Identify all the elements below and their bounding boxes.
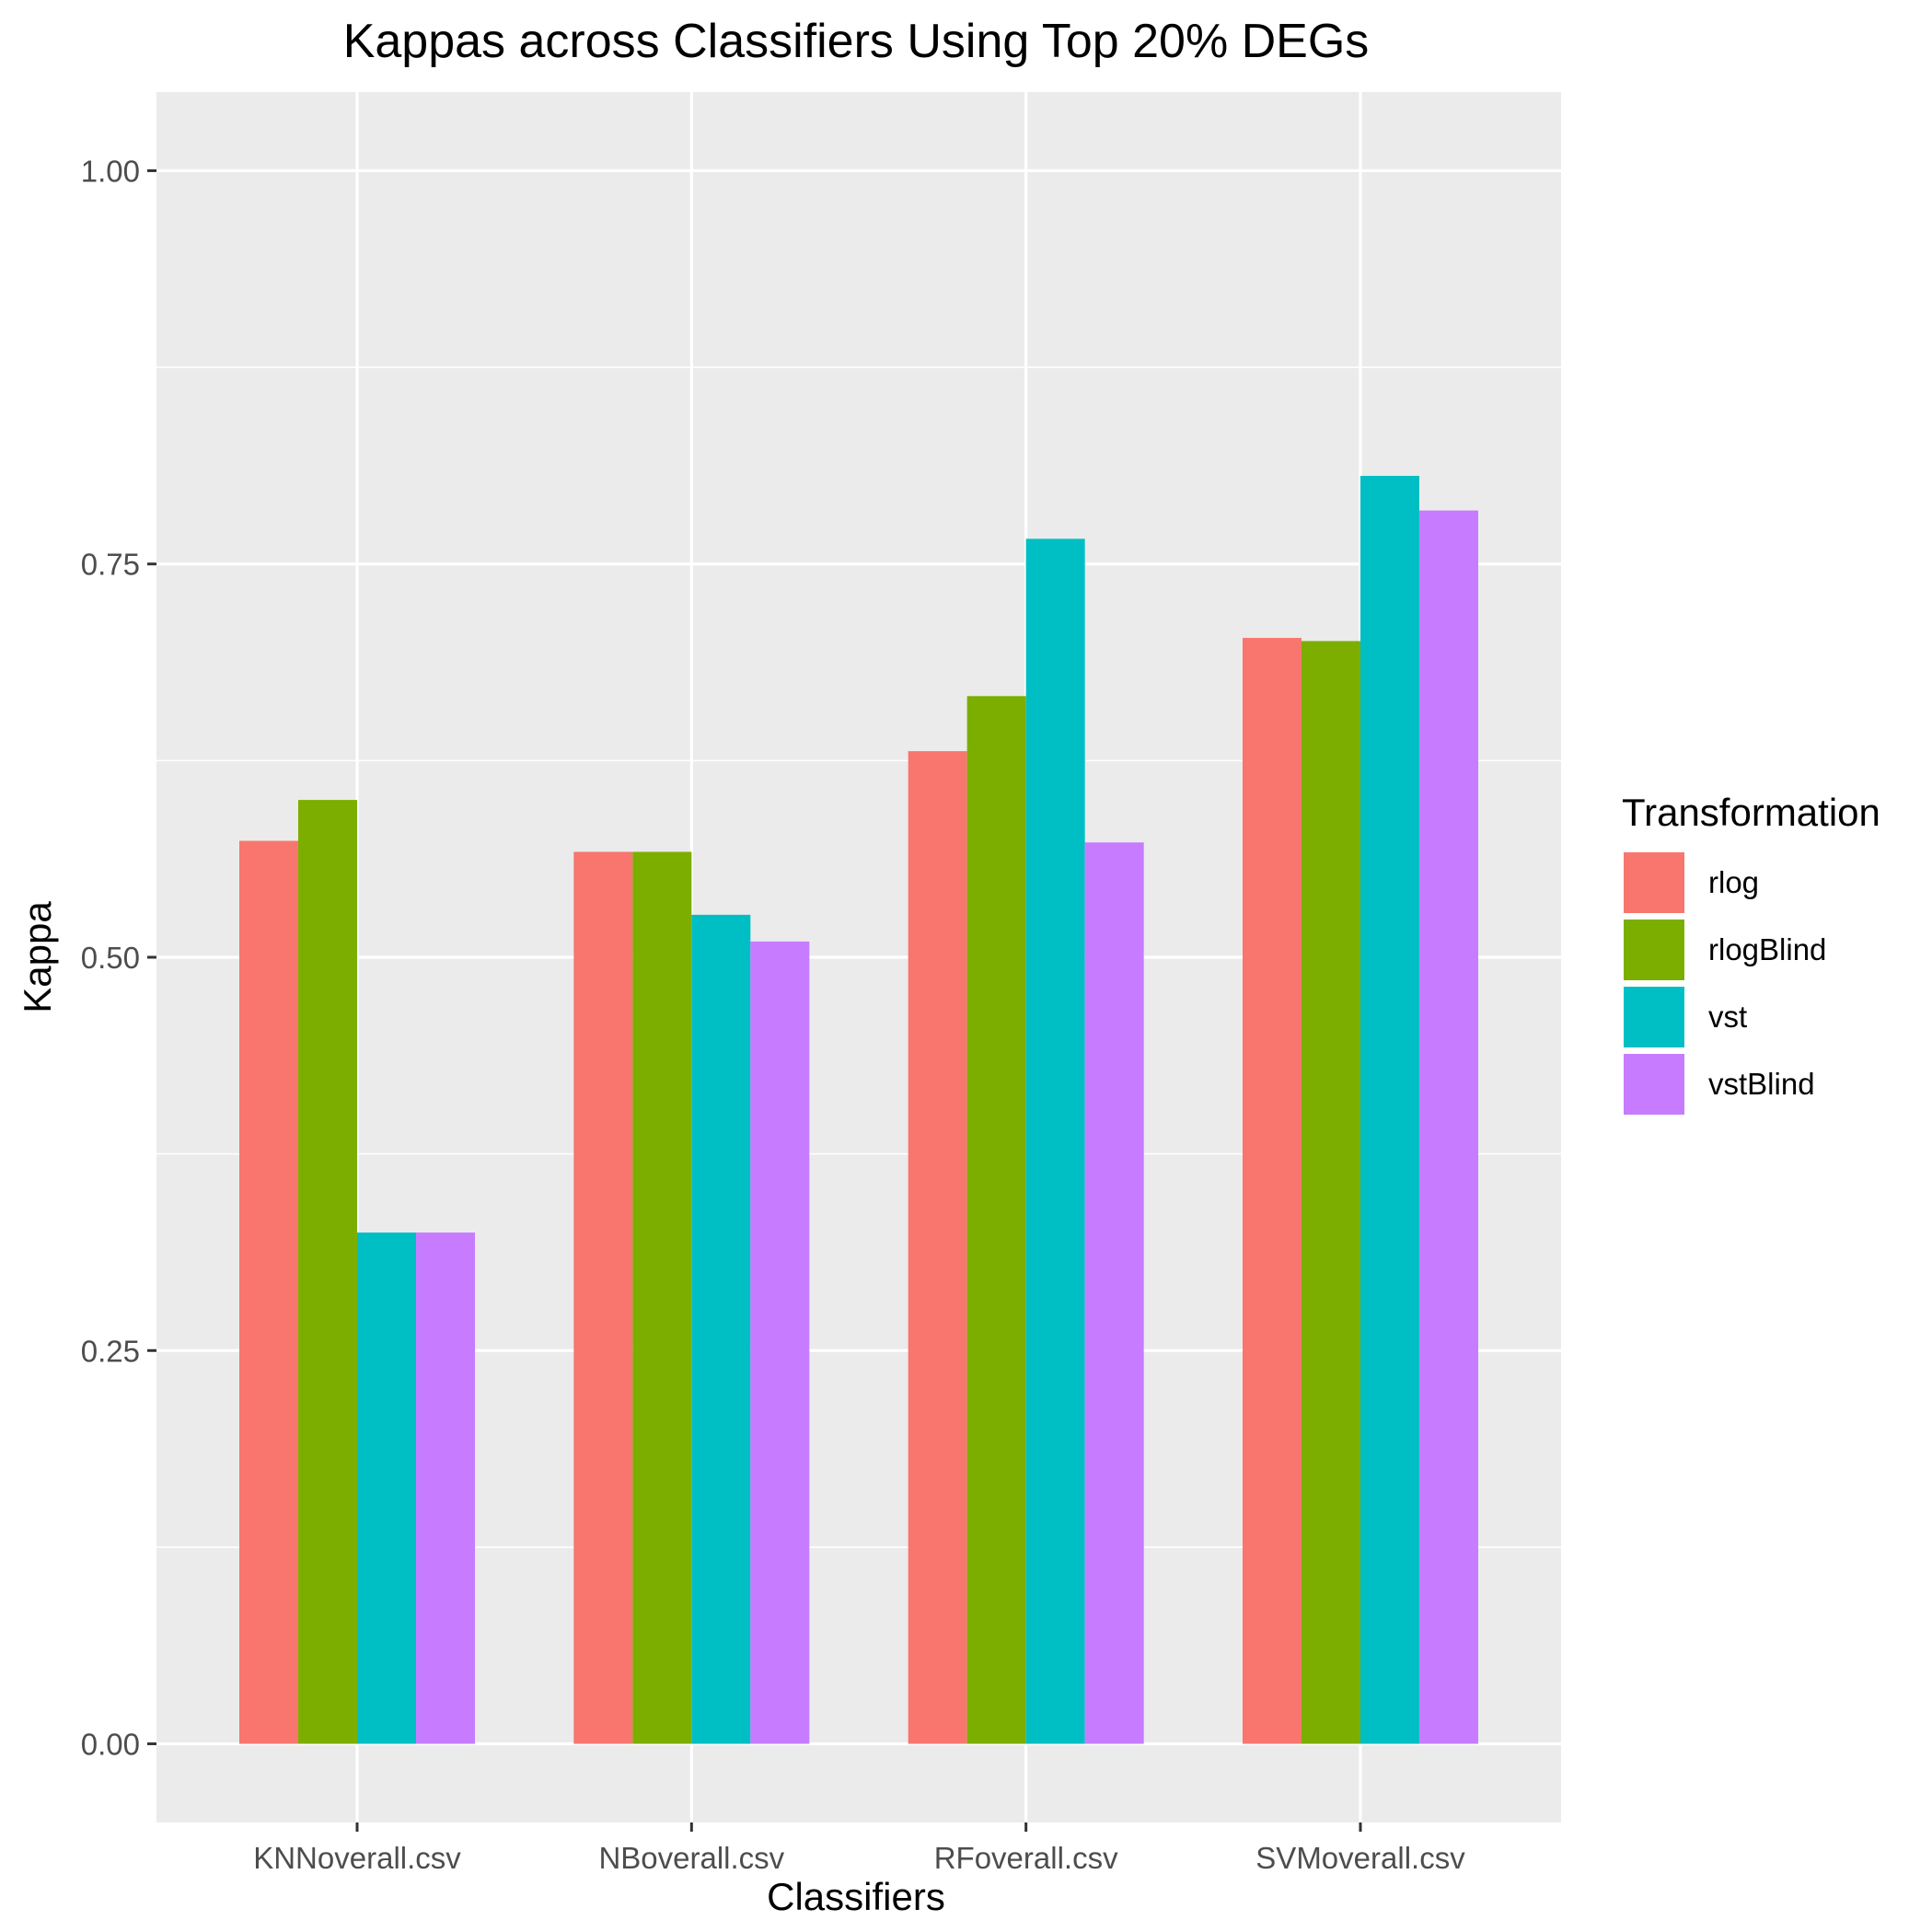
chart-title: Kappas across Classifiers Using Top 20% … (343, 15, 1370, 68)
legend-title: Transformation (1622, 791, 1880, 834)
legend-swatch-rlogBlind (1624, 920, 1684, 980)
y-tick-label: 0.00 (81, 1728, 140, 1762)
y-tick-label: 1.00 (81, 154, 140, 188)
legend-label-rlog: rlog (1708, 865, 1759, 899)
bar-rlog (239, 840, 298, 1744)
bars-layer (239, 476, 1478, 1744)
bar-vstBlind (1419, 510, 1478, 1744)
bar-rlog (573, 851, 633, 1744)
bar-rlogBlind (966, 696, 1026, 1744)
legend-items: rlog rlogBlind vst vstBlind (1624, 852, 1826, 1115)
bar-vstBlind (750, 941, 810, 1744)
bar-vst (691, 914, 751, 1744)
bar-vst (1360, 476, 1419, 1744)
x-axis-title: Classifiers (767, 1875, 945, 1918)
legend-label-rlogBlind: rlogBlind (1708, 932, 1826, 966)
y-axis-title: Kappa (16, 901, 59, 1013)
bar-vstBlind (1084, 842, 1144, 1744)
x-tick-label: KNNoverall.csv (253, 1841, 461, 1875)
bar-vstBlind (416, 1232, 475, 1744)
bar-rlogBlind (298, 800, 357, 1744)
legend-swatch-vst (1624, 987, 1684, 1047)
bar-rlogBlind (1301, 641, 1360, 1744)
y-tick-label: 0.50 (81, 941, 140, 975)
x-tick-label: NBoverall.csv (598, 1841, 784, 1875)
bar-vst (357, 1232, 416, 1744)
y-tick-label: 0.25 (81, 1334, 140, 1368)
legend-swatch-vstBlind (1624, 1054, 1684, 1115)
legend-label-vst: vst (1708, 1000, 1747, 1034)
bar-rlog (908, 751, 967, 1744)
legend-label-vstBlind: vstBlind (1708, 1067, 1815, 1101)
legend: Transformation rlog rlogBlind vst vstBlind (1622, 791, 1880, 1115)
x-tick-label: SVMoverall.csv (1255, 1841, 1465, 1875)
bar-vst (1025, 538, 1085, 1744)
x-tick-label: RFoverall.csv (934, 1841, 1118, 1875)
bar-rlogBlind (632, 851, 692, 1744)
y-tick-label: 0.75 (81, 548, 140, 582)
axes-layer: 0.00 0.25 0.50 0.75 1.00 KNNoverall.csv NBover… (81, 154, 1465, 1875)
legend-swatch-rlog (1624, 852, 1684, 913)
bar-rlog (1243, 638, 1301, 1744)
